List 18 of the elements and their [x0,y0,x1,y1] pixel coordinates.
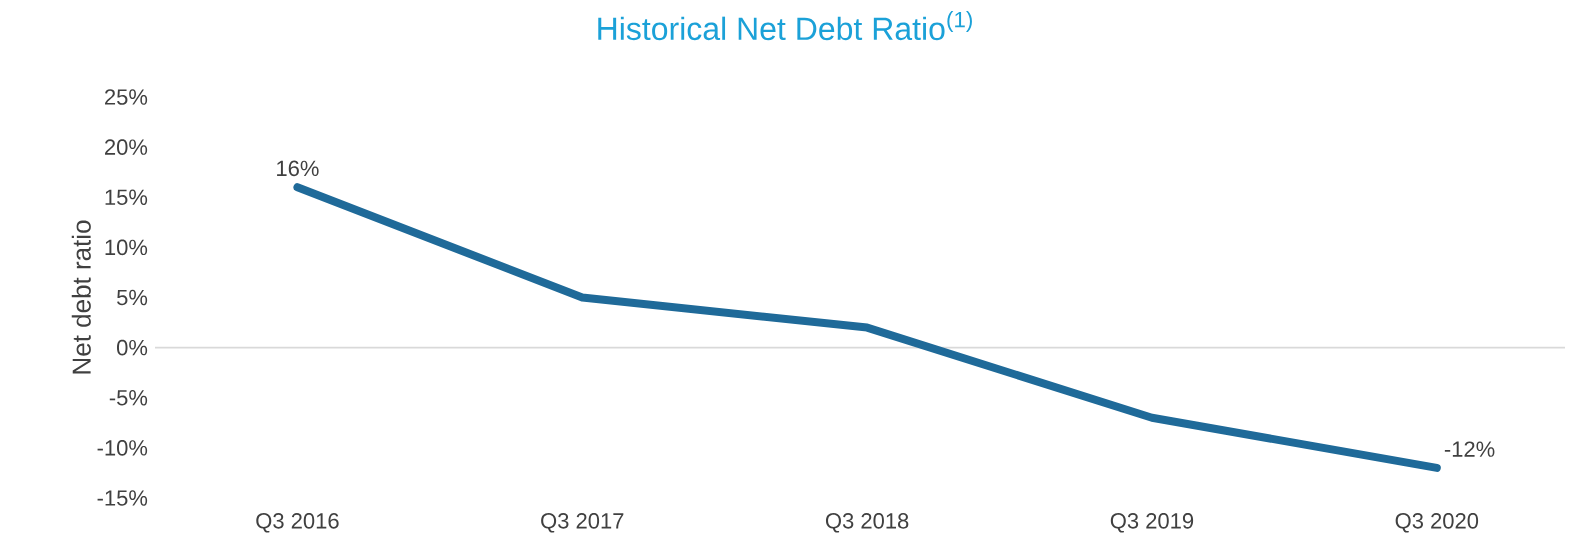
x-tick-label: Q3 2018 [825,513,909,533]
chart-title: Historical Net Debt Ratio$^{(1)}$ [598,11,972,41]
y-tick-label: 15% [105,189,148,205]
data-label: -12% [1444,441,1495,457]
x-tick-label: Q3 2016 [256,513,339,533]
y-tick-label: 10% [105,239,148,256]
y-tick-label: 20% [105,139,148,155]
y-axis-title: Net debt ratio [71,220,91,374]
x-tick-label: Q3 2020 [1395,513,1479,533]
x-tick-label: Q3 2019 [1110,513,1194,533]
y-tick-label: 5% [117,289,148,306]
y-tick-label: 25% [105,89,148,105]
y-tick-label: 0% [117,339,148,356]
x-tick-label: Q3 2017 [541,513,624,533]
y-tick-label: -10% [97,440,148,456]
data-label: 16% [277,160,319,177]
y-tick-label: -15% [97,490,148,506]
y-tick-label: -5% [109,390,148,406]
